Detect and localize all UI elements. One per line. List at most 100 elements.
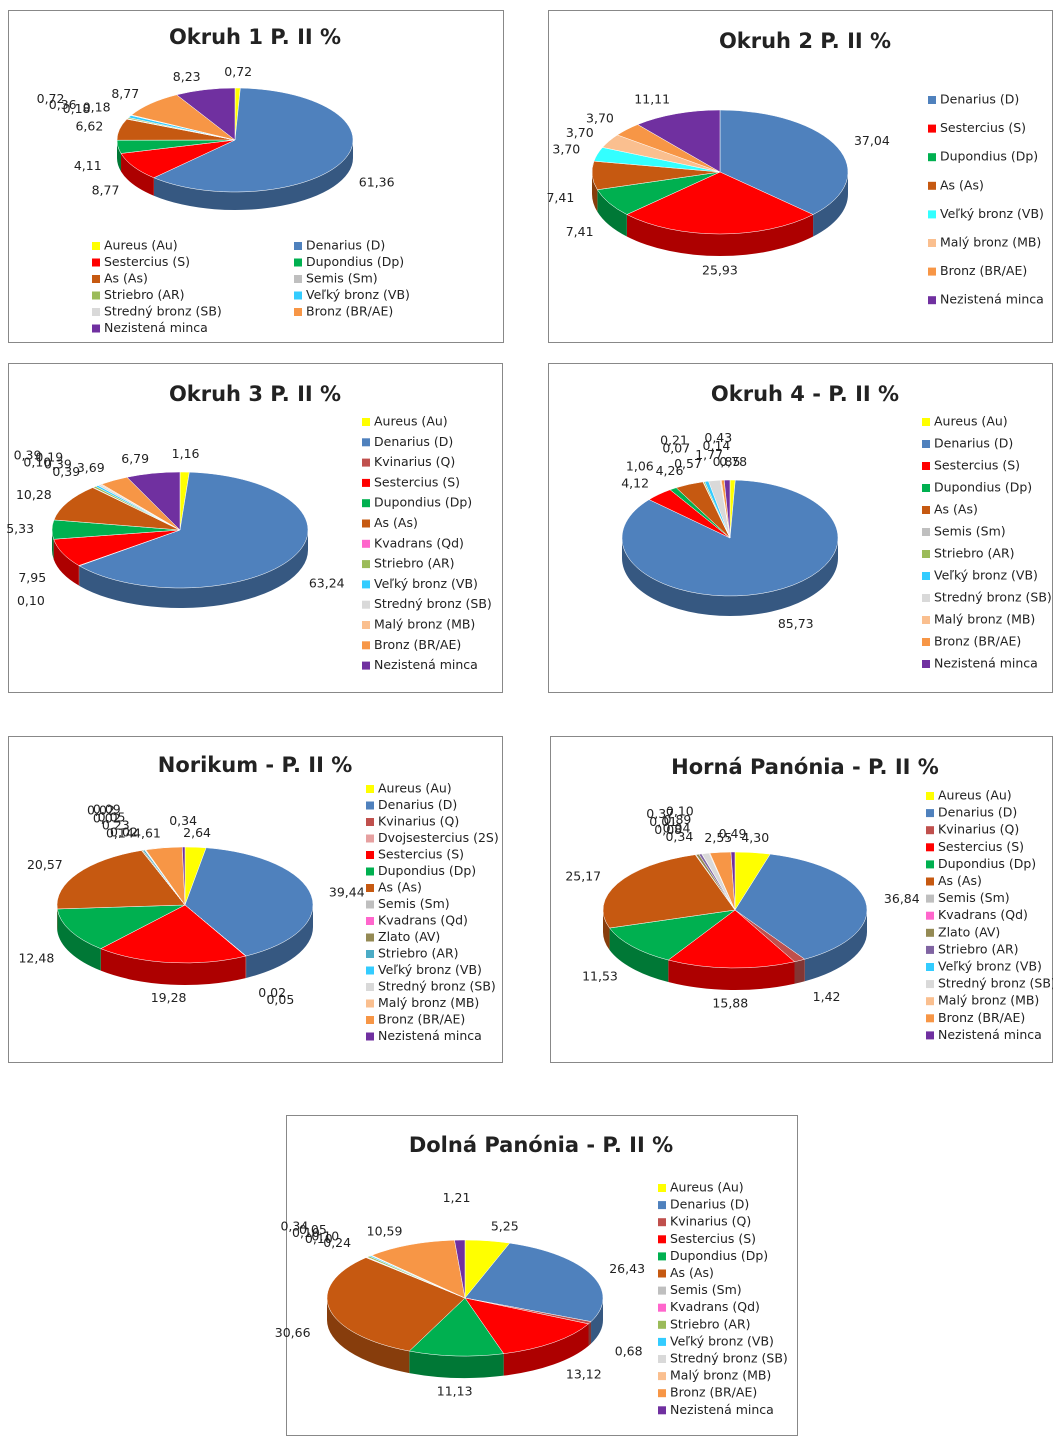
value-label: 0,10 xyxy=(311,1228,339,1243)
pie-slice xyxy=(126,471,181,531)
value-label: 0,39 xyxy=(14,447,42,462)
legend-label: Dupondius (Dp) xyxy=(934,480,1032,495)
value-label: 7,95 xyxy=(18,570,46,585)
legend-swatch xyxy=(366,950,374,958)
legend-swatch xyxy=(362,560,370,569)
pie-slice-side xyxy=(592,172,598,212)
pie-slice-side xyxy=(603,910,610,951)
value-label: 0,24 xyxy=(323,1235,351,1250)
legend-label: Bronz (BR/AE) xyxy=(934,634,1021,649)
legend-swatch xyxy=(366,884,374,892)
legend-swatch xyxy=(922,616,930,624)
value-label: 61,36 xyxy=(359,175,395,190)
legend-label: Denarius (D) xyxy=(934,436,1013,451)
legend-label: Aureus (Au) xyxy=(934,414,1008,429)
pie-slice-side xyxy=(591,1298,603,1344)
value-label: 0,49 xyxy=(719,826,747,841)
legend-label: Sestercius (S) xyxy=(934,458,1020,473)
legend-swatch xyxy=(922,550,930,558)
value-label: 0,39 xyxy=(44,457,72,472)
legend-label: Dupondius (Dp) xyxy=(940,149,1038,164)
legend-swatch xyxy=(922,418,930,426)
value-label: 0,09 xyxy=(93,802,121,817)
pie-slice xyxy=(454,1239,466,1299)
legend-label: Zlato (AV) xyxy=(938,924,1000,939)
legend-swatch xyxy=(928,124,936,133)
legend-swatch xyxy=(928,296,936,305)
legend-label: Striebro (AR) xyxy=(938,941,1019,956)
legend-swatch xyxy=(658,1201,666,1210)
legend-label: Sestercius (S) xyxy=(378,847,464,862)
value-label: 39,44 xyxy=(329,885,365,900)
legend-label: Nezistená minca xyxy=(374,657,478,672)
legend-swatch xyxy=(362,539,370,548)
pie-slice-side xyxy=(622,538,838,616)
legend-label: Malý bronz (MB) xyxy=(934,612,1035,627)
pie-slice xyxy=(408,1297,505,1357)
chart: Norikum - P. II %2,6439,440,020,0519,281… xyxy=(8,736,503,1063)
legend-label: Veľký bronz (VB) xyxy=(306,287,410,302)
legend-swatch xyxy=(928,96,936,104)
value-label: 0,14 xyxy=(106,825,134,840)
chart-title: Dolná Panónia - P. II % xyxy=(409,1133,673,1157)
legend-label: Malý bronz (MB) xyxy=(940,235,1041,250)
pie-slice xyxy=(100,904,247,964)
legend-swatch xyxy=(92,324,100,333)
value-label: 0,04 xyxy=(663,821,691,836)
legend-label: Semis (Sm) xyxy=(934,524,1006,539)
value-label: 0,72 xyxy=(224,64,252,79)
legend-swatch xyxy=(362,418,370,426)
value-label: 0,34 xyxy=(665,829,693,844)
value-label: 0,72 xyxy=(37,91,65,106)
pie-slice xyxy=(184,847,314,957)
value-label: 8,77 xyxy=(92,182,120,197)
value-label: 3,69 xyxy=(77,460,105,475)
chart: Okruh 2 P. II %37,0425,937,417,413,703,7… xyxy=(546,10,1053,343)
legend-swatch xyxy=(926,997,934,1006)
legend-swatch xyxy=(92,308,100,316)
value-label: 6,62 xyxy=(75,118,103,133)
legend-swatch xyxy=(926,877,934,886)
legend-label: Kvadrans (Qd) xyxy=(374,535,464,550)
chart-title: Norikum - P. II % xyxy=(158,753,353,777)
legend-swatch xyxy=(362,580,370,589)
value-label: 8,23 xyxy=(173,69,201,84)
legend-label: Sestercius (S) xyxy=(938,839,1024,854)
value-label: 11,13 xyxy=(437,1383,473,1398)
legend-label: Striebro (AR) xyxy=(378,946,459,961)
value-label: 8,77 xyxy=(111,86,139,101)
legend-label: Bronz (BR/AE) xyxy=(374,637,461,652)
legend-label: Denarius (D) xyxy=(938,805,1017,820)
value-label: 4,61 xyxy=(133,826,161,841)
legend-label: As (As) xyxy=(670,1265,714,1280)
legend-label: Nezistená minca xyxy=(670,1402,774,1417)
pie-slice-side xyxy=(79,530,309,608)
legend-swatch xyxy=(366,999,374,1008)
value-label: 0,78 xyxy=(719,454,747,469)
legend-label: Semis (Sm) xyxy=(378,896,450,911)
legend-swatch xyxy=(362,661,370,670)
legend-label: Malý bronz (MB) xyxy=(374,617,475,632)
value-label: 0,23 xyxy=(102,817,130,832)
legend-label: Striebro (AR) xyxy=(670,1316,751,1331)
legend-label: Kvadrans (Qd) xyxy=(938,907,1028,922)
legend-label: Kvadrans (Qd) xyxy=(670,1299,760,1314)
legend-label: Denarius (D) xyxy=(374,434,453,449)
legend-swatch xyxy=(658,1372,666,1381)
value-label: 0,85 xyxy=(713,454,741,469)
legend-swatch xyxy=(658,1269,666,1278)
legend-swatch xyxy=(658,1286,666,1295)
legend-label: Nezistená minca xyxy=(938,1027,1042,1042)
legend-label: Sestercius (S) xyxy=(374,474,460,489)
legend-swatch xyxy=(362,519,370,528)
legend-swatch xyxy=(926,945,934,954)
legend-swatch xyxy=(366,983,374,991)
legend-swatch xyxy=(926,843,934,852)
pie-slice xyxy=(153,87,354,193)
legend-swatch xyxy=(926,1014,934,1023)
pie-slice-side xyxy=(794,959,805,984)
value-label: 3,70 xyxy=(552,141,580,156)
legend-swatch xyxy=(922,660,930,668)
legend-swatch xyxy=(922,638,930,646)
value-label: 0,05 xyxy=(98,809,126,824)
